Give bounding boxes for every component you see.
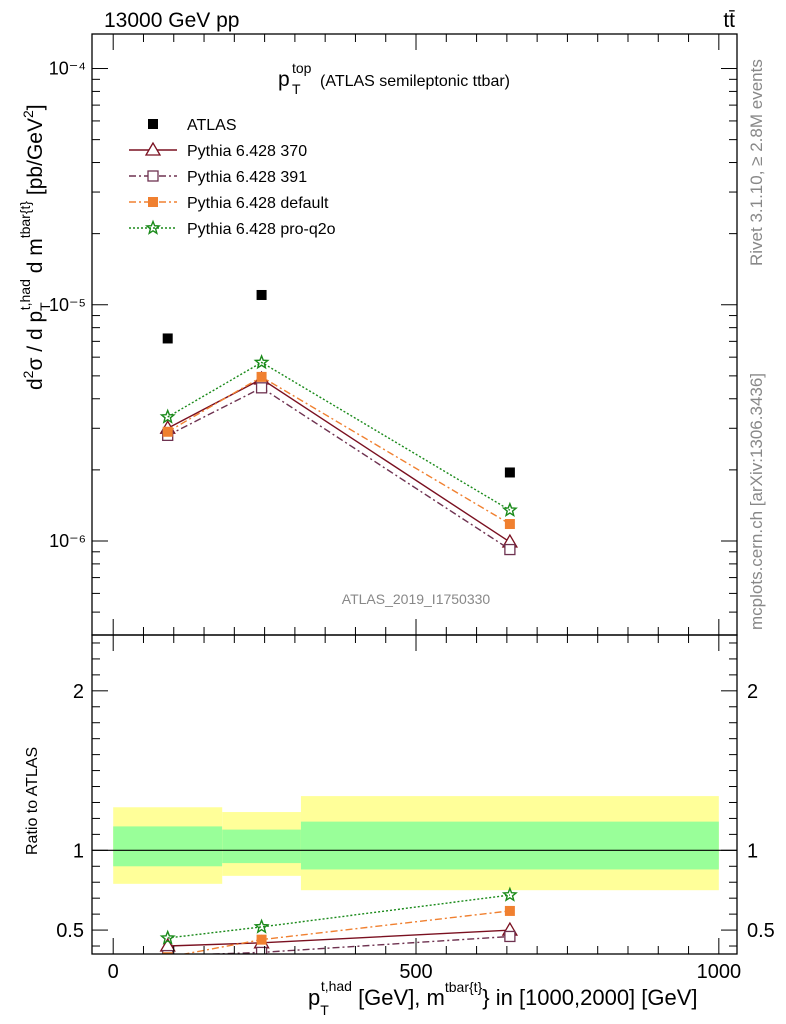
legend-marker [148, 197, 158, 207]
header-process: tt̄ [723, 9, 735, 32]
legend-label: Pythia 6.428 default [187, 195, 329, 212]
legend-marker [147, 170, 159, 182]
title-rest: (ATLAS semileptonic ttbar) [320, 73, 510, 90]
data-point [159, 408, 176, 424]
ratio-series-pythia-6-428-pro-q2o [159, 886, 518, 945]
legend-entry: Pythia 6.428 370 [129, 141, 307, 160]
mcplots-label: mcplots.cern.ch [arXiv:1306.3436] [747, 373, 766, 630]
rivet-version-label: Rivet 3.1.10, ≥ 2.8M events [747, 59, 766, 266]
series-line [167, 378, 511, 543]
ratio-series-pythia-6-428-391 [162, 930, 516, 954]
legend-label: Pythia 6.428 391 [187, 169, 307, 186]
ratio-ylabel: Ratio to ATLAS [24, 747, 41, 855]
ratio-point [162, 949, 174, 954]
ratio-y-tick-label-left: 0.5 [56, 920, 84, 942]
ratio-line [180, 910, 510, 954]
ratio-point [256, 934, 267, 945]
data-point [256, 371, 267, 382]
series-pythia-6-428-370 [159, 370, 519, 548]
ratio-point [253, 918, 270, 934]
ratio-y-tick-label-right: 1 [747, 840, 758, 862]
ratio-panel-frame [91, 634, 738, 955]
main-ylabel: d2σ / d pTt,had d mtbar{t} [pb/GeV2] [17, 104, 53, 390]
legend-label: Pythia 6.428 370 [187, 143, 307, 160]
legend-label: ATLAS [187, 117, 237, 134]
chart-title: p T top (ATLAS semileptonic ttbar) [278, 60, 510, 97]
series-atlas [162, 289, 515, 478]
data-point [504, 467, 515, 478]
header-energy: 13000 GeV pp [104, 9, 239, 32]
uncertainty-band-inner [300, 821, 719, 870]
x-tick-label: 1000 [697, 961, 742, 983]
main-data-layer [159, 289, 519, 556]
ratio-data-layer [159, 886, 519, 954]
ratio-point [159, 929, 176, 945]
uncertainty-band-inner [113, 826, 223, 867]
series-line [167, 386, 511, 551]
data-point [162, 333, 173, 344]
ratio-y-tick-label-left: 2 [73, 681, 84, 703]
x-tick-label: 0 [108, 961, 119, 983]
main-axes: 10⁻⁶ 10⁻⁵ 10⁻⁴ [49, 34, 737, 636]
legend-marker [144, 141, 162, 156]
data-point [162, 426, 173, 437]
legend-marker [144, 219, 162, 235]
ratio-line [167, 894, 510, 939]
uncertainty-band-inner [222, 829, 301, 864]
data-point [504, 519, 515, 530]
series-pythia-6-428-default [162, 371, 515, 530]
ratio-band-layer [92, 796, 737, 891]
legend-entry: Pythia 6.428 default [129, 195, 329, 212]
y-tick-label: 10⁻⁵ [49, 295, 86, 315]
ratio-line [167, 929, 510, 947]
ratio-point [255, 946, 268, 954]
legend-label: Pythia 6.428 pro-q2o [187, 221, 336, 238]
series-pythia-6-428-391 [162, 382, 516, 556]
title-sup: top [292, 60, 312, 76]
ratio-axes: 0.5 0.5 1 1 2 2 0 500 1000 [56, 635, 775, 983]
x-axis-label: pTt,had [GeV], mtbar{t}} in [1000,2000] … [308, 978, 698, 1018]
ratio-y-tick-label-right: 0.5 [747, 920, 775, 942]
data-point [256, 289, 267, 300]
ratio-point [504, 905, 515, 916]
data-point [501, 501, 518, 518]
svg-text:d2σ / d pTt,had d mtbar{t} [pb: d2σ / d pTt,had d mtbar{t} [pb/GeV2] [17, 104, 53, 390]
legend-marker [148, 119, 158, 129]
legend: ATLAS Pythia 6.428 370 Pythia 6.428 391 Pyt… [129, 117, 336, 238]
y-tick-label: 10⁻⁴ [49, 59, 86, 79]
legend-entry: ATLAS [148, 117, 237, 134]
data-point [255, 382, 268, 394]
ratio-point [501, 886, 518, 902]
legend-entry: Pythia 6.428 pro-q2o [129, 219, 336, 238]
ratio-point [162, 952, 173, 954]
series-line [167, 376, 511, 525]
analysis-watermark: ATLAS_2019_I1750330 [342, 591, 491, 607]
ratio-point [504, 930, 516, 943]
legend-entry: Pythia 6.428 391 [129, 169, 307, 186]
data-point [253, 353, 270, 370]
title-main: p [278, 68, 290, 91]
data-point [504, 543, 516, 556]
ratio-y-tick-label-right: 2 [747, 681, 758, 703]
ratio-series-pythia-6-428-default [162, 905, 515, 954]
series-line [167, 361, 511, 511]
title-sub: T [292, 81, 301, 97]
series-pythia-6-428-pro-q2o [159, 353, 518, 518]
x-tick-label: 500 [399, 961, 432, 983]
svg-text:pTt,had [GeV], mtbar{t}} in [1: pTt,had [GeV], mtbar{t}} in [1000,2000] … [308, 978, 698, 1018]
ratio-y-tick-label-left: 1 [73, 840, 84, 862]
y-tick-label: 10⁻⁶ [49, 531, 86, 551]
